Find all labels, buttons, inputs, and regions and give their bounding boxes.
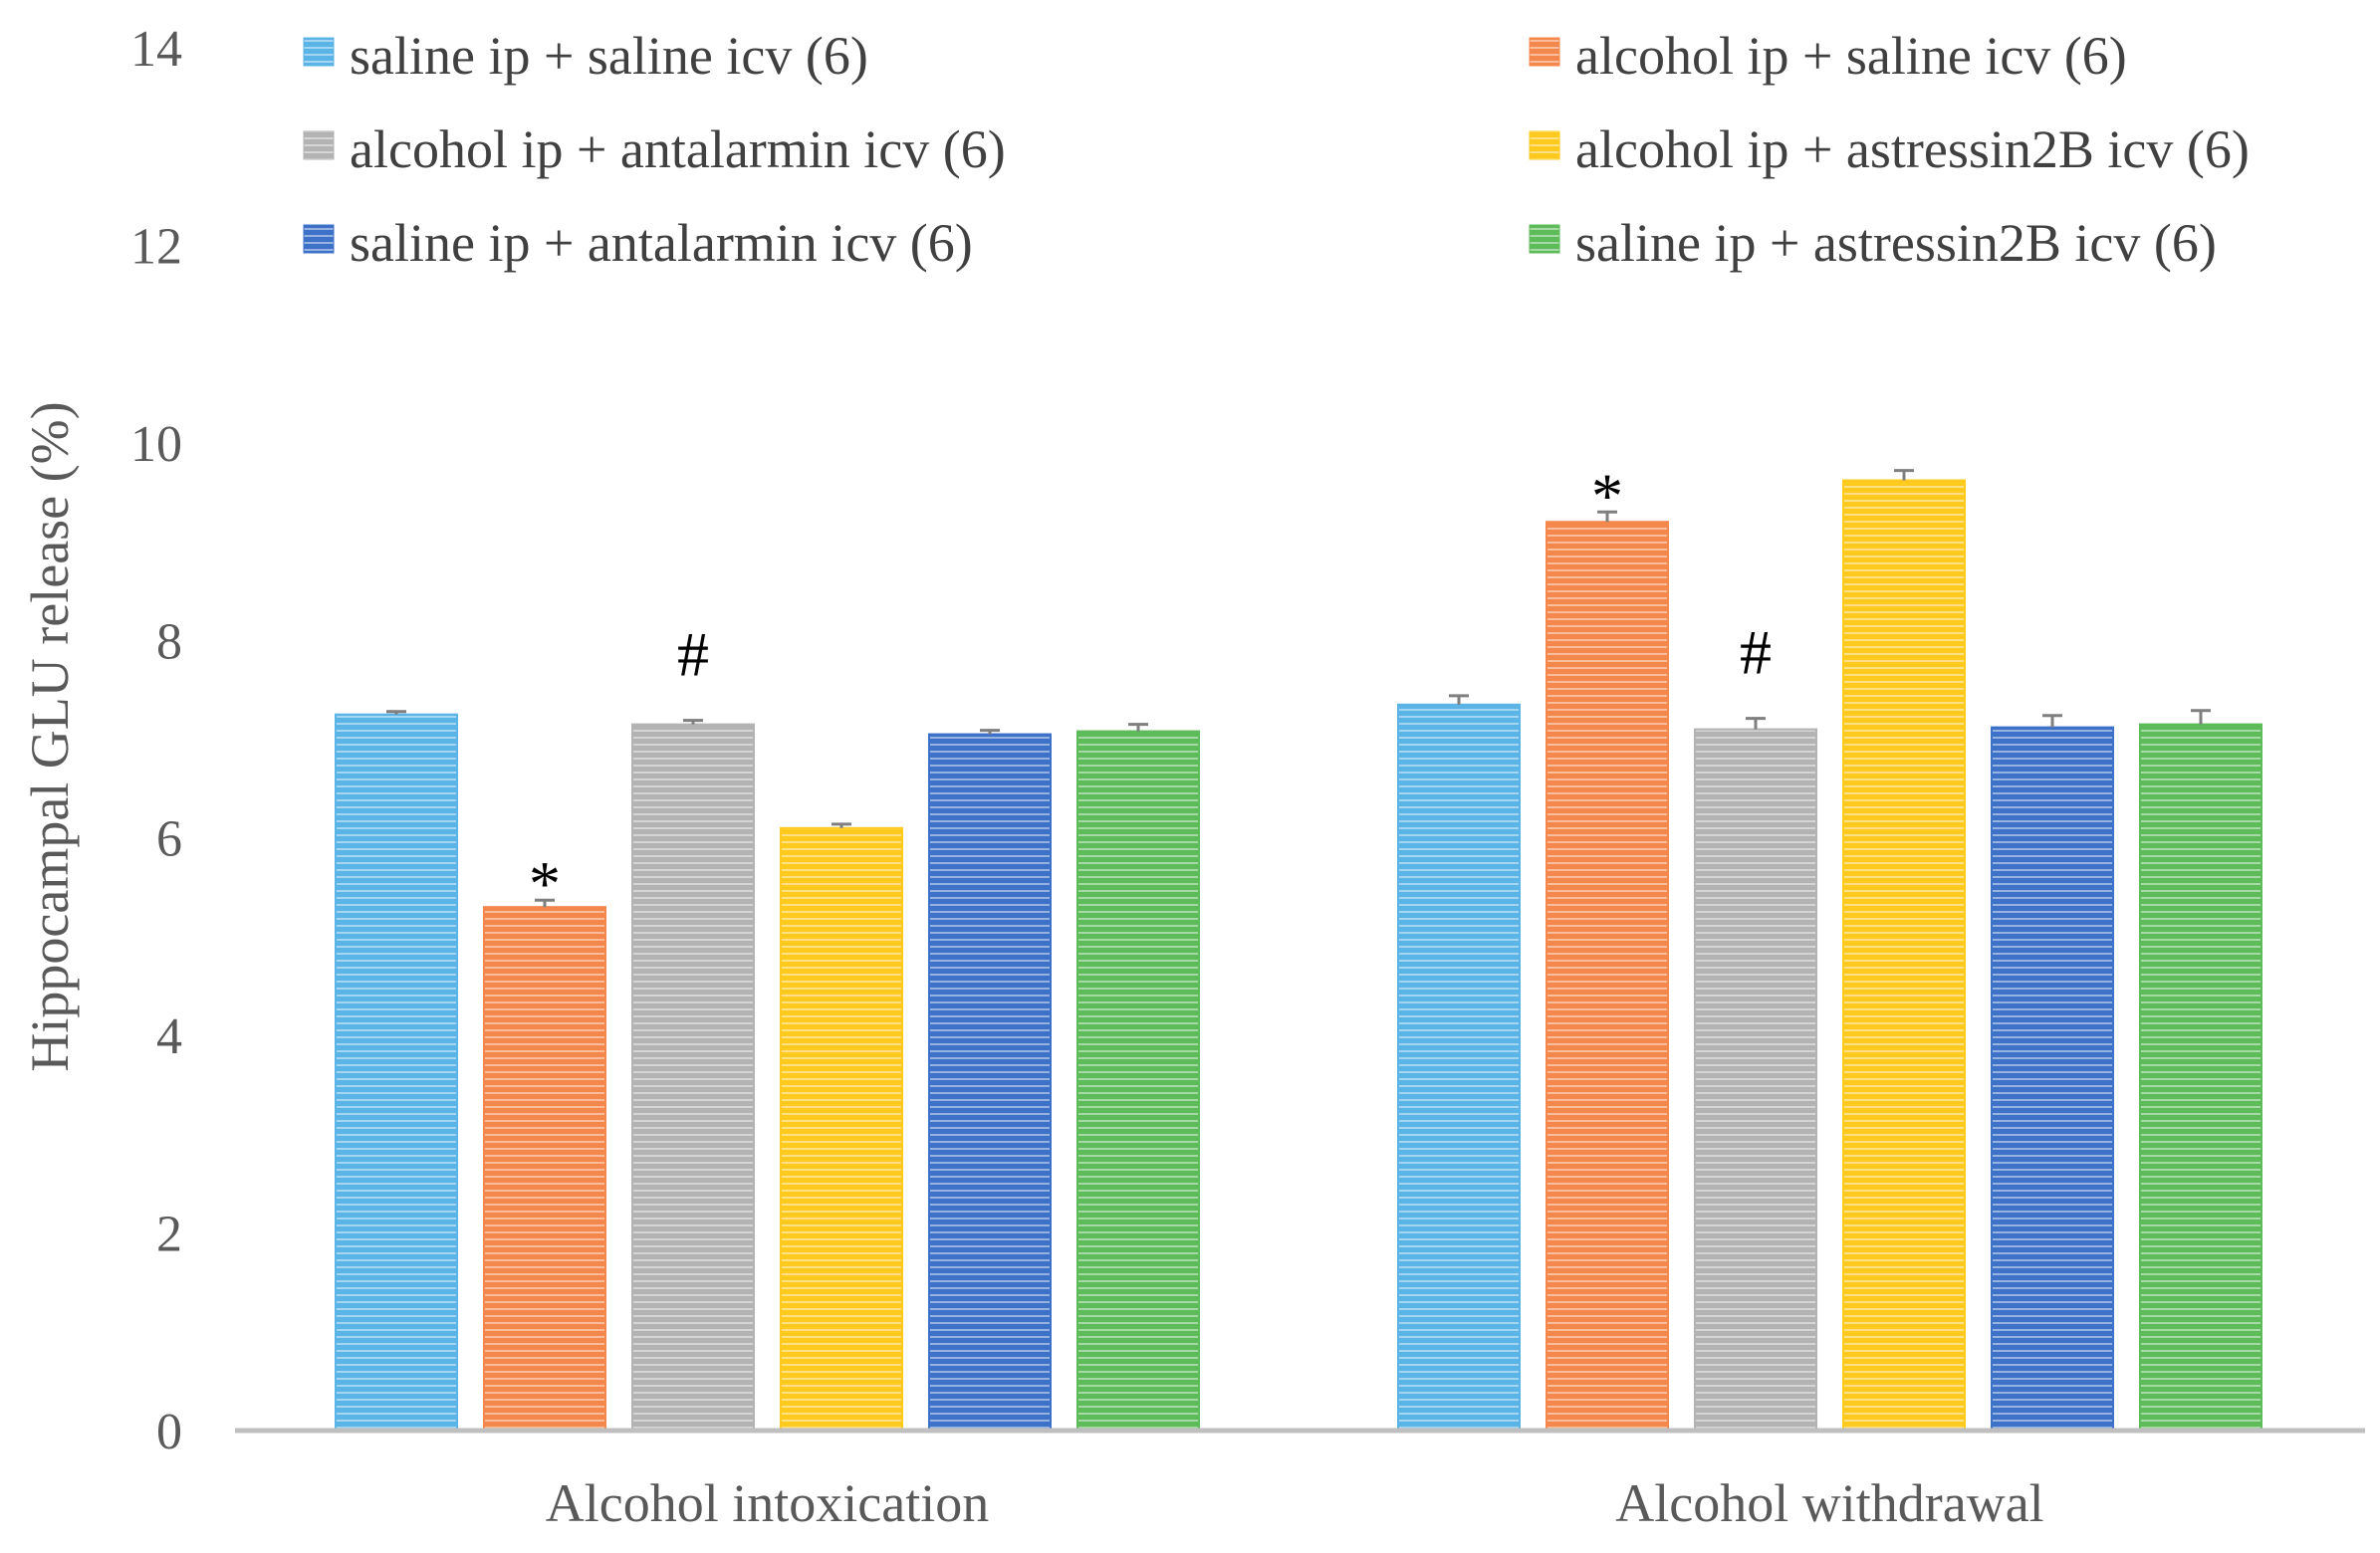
y-axis-title: Hippocampal GLU release (%) <box>20 401 80 1071</box>
legend-item: saline ip + antalarmin icv (6) <box>303 213 973 273</box>
bar <box>1694 728 1817 1432</box>
bar <box>1397 703 1521 1432</box>
legend-swatch <box>1529 224 1560 254</box>
legend-label: saline ip + saline icv (6) <box>350 26 868 86</box>
bar <box>1991 726 2114 1432</box>
y-tick-label: 14 <box>130 21 182 78</box>
legend-label: alcohol ip + antalarmin icv (6) <box>350 119 1006 179</box>
bar <box>1546 521 1669 1432</box>
legend-item: alcohol ip + antalarmin icv (6) <box>303 119 1006 179</box>
bar <box>335 713 458 1432</box>
bar <box>631 723 755 1432</box>
legend-swatch <box>303 224 335 254</box>
x-category-label: Alcohol withdrawal <box>1615 1473 2043 1533</box>
y-tick-label: 0 <box>156 1404 182 1460</box>
y-tick-label: 12 <box>130 218 182 275</box>
bar <box>780 826 903 1432</box>
legend-item: saline ip + saline icv (6) <box>303 26 868 86</box>
y-tick-label: 8 <box>156 613 182 670</box>
legend-label: alcohol ip + astressin2B icv (6) <box>1575 119 2250 179</box>
legend-swatch <box>303 37 335 67</box>
legend-item: alcohol ip + saline icv (6) <box>1529 26 2127 86</box>
y-tick-label: 10 <box>130 416 182 473</box>
y-tick-label: 6 <box>156 811 182 868</box>
significance-marker: * <box>529 848 561 919</box>
legend-label: alcohol ip + saline icv (6) <box>1575 26 2127 86</box>
legend-swatch <box>303 130 335 160</box>
legend-item: alcohol ip + astressin2B icv (6) <box>1529 119 2250 179</box>
significance-marker: # <box>677 619 709 690</box>
legend-label: saline ip + antalarmin icv (6) <box>350 213 973 273</box>
bar <box>1076 730 1200 1432</box>
legend-swatch <box>1529 37 1560 67</box>
legend-swatch <box>1529 130 1560 160</box>
x-category-label: Alcohol intoxication <box>546 1473 989 1533</box>
bar <box>1842 479 1966 1432</box>
significance-marker: # <box>1740 617 1772 688</box>
bar <box>2139 723 2262 1432</box>
bar <box>483 906 606 1432</box>
legend-item: saline ip + astressin2B icv (6) <box>1529 213 2217 273</box>
y-tick-label: 4 <box>156 1008 182 1065</box>
legend-label: saline ip + astressin2B icv (6) <box>1575 213 2217 273</box>
significance-marker: * <box>1591 460 1623 531</box>
bar <box>928 733 1052 1432</box>
y-tick-label: 2 <box>156 1207 182 1263</box>
